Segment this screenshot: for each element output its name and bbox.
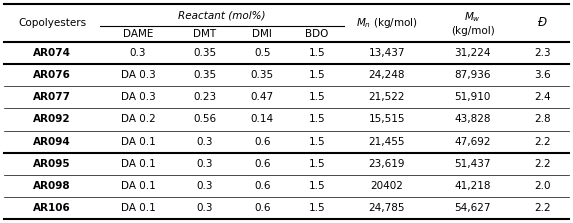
Text: 21,455: 21,455 — [368, 136, 405, 147]
Text: 0.6: 0.6 — [254, 203, 270, 213]
Text: AR106: AR106 — [33, 203, 71, 213]
Text: 1.5: 1.5 — [309, 92, 325, 102]
Text: BDO: BDO — [305, 29, 329, 39]
Text: 2.2: 2.2 — [534, 159, 551, 169]
Text: 15,515: 15,515 — [368, 114, 405, 124]
Text: 0.47: 0.47 — [251, 92, 274, 102]
Text: 2.2: 2.2 — [534, 203, 551, 213]
Text: AR074: AR074 — [33, 48, 71, 58]
Text: DA 0.1: DA 0.1 — [121, 159, 155, 169]
Text: $\it{M_w}$
(kg/mol): $\it{M_w}$ (kg/mol) — [450, 10, 494, 36]
Text: AR076: AR076 — [33, 70, 71, 80]
Text: 0.56: 0.56 — [194, 114, 217, 124]
Text: 54,627: 54,627 — [454, 203, 490, 213]
Text: Reactant (mol%): Reactant (mol%) — [178, 10, 266, 20]
Text: DA 0.3: DA 0.3 — [121, 70, 155, 80]
Text: 47,692: 47,692 — [454, 136, 490, 147]
Text: 0.3: 0.3 — [197, 181, 213, 191]
Text: 0.6: 0.6 — [254, 136, 270, 147]
Text: 1.5: 1.5 — [309, 181, 325, 191]
Text: AR094: AR094 — [33, 136, 71, 147]
Text: AR098: AR098 — [33, 181, 71, 191]
Text: DA 0.1: DA 0.1 — [121, 181, 155, 191]
Text: 23,619: 23,619 — [368, 159, 405, 169]
Text: 1.5: 1.5 — [309, 159, 325, 169]
Text: 13,437: 13,437 — [368, 48, 405, 58]
Text: DA 0.2: DA 0.2 — [121, 114, 155, 124]
Text: 0.6: 0.6 — [254, 181, 270, 191]
Text: 2.2: 2.2 — [534, 136, 551, 147]
Text: DAME: DAME — [123, 29, 153, 39]
Text: DA 0.3: DA 0.3 — [121, 92, 155, 102]
Text: AR095: AR095 — [33, 159, 71, 169]
Text: 43,828: 43,828 — [454, 114, 490, 124]
Text: 0.3: 0.3 — [197, 136, 213, 147]
Text: 1.5: 1.5 — [309, 48, 325, 58]
Text: AR092: AR092 — [33, 114, 71, 124]
Text: 2.3: 2.3 — [534, 48, 551, 58]
Text: 1.5: 1.5 — [309, 114, 325, 124]
Text: 1.5: 1.5 — [309, 70, 325, 80]
Text: 0.5: 0.5 — [254, 48, 270, 58]
Text: 1.5: 1.5 — [309, 136, 325, 147]
Text: Copolyesters: Copolyesters — [18, 18, 87, 28]
Text: 51,910: 51,910 — [454, 92, 490, 102]
Text: 0.14: 0.14 — [251, 114, 274, 124]
Text: AR077: AR077 — [33, 92, 71, 102]
Text: 87,936: 87,936 — [454, 70, 490, 80]
Text: 0.35: 0.35 — [194, 48, 217, 58]
Text: 41,218: 41,218 — [454, 181, 490, 191]
Text: 51,437: 51,437 — [454, 159, 490, 169]
Text: DMT: DMT — [194, 29, 217, 39]
Text: 1.5: 1.5 — [309, 203, 325, 213]
Text: 0.35: 0.35 — [194, 70, 217, 80]
Text: DMI: DMI — [253, 29, 272, 39]
Text: 0.23: 0.23 — [194, 92, 217, 102]
Text: 2.4: 2.4 — [534, 92, 551, 102]
Text: 24,248: 24,248 — [368, 70, 405, 80]
Text: 3.6: 3.6 — [534, 70, 551, 80]
Text: $\it{M_n}$ (kg/mol): $\it{M_n}$ (kg/mol) — [356, 16, 418, 30]
Text: 0.35: 0.35 — [251, 70, 274, 80]
Text: 0.3: 0.3 — [197, 159, 213, 169]
Text: 20402: 20402 — [370, 181, 403, 191]
Text: 0.3: 0.3 — [197, 203, 213, 213]
Text: 0.6: 0.6 — [254, 159, 270, 169]
Text: 2.8: 2.8 — [534, 114, 551, 124]
Text: 21,522: 21,522 — [368, 92, 405, 102]
Text: DA 0.1: DA 0.1 — [121, 203, 155, 213]
Text: 31,224: 31,224 — [454, 48, 490, 58]
Text: 2.0: 2.0 — [534, 181, 551, 191]
Text: $\it{Đ}$: $\it{Đ}$ — [537, 17, 547, 29]
Text: 24,785: 24,785 — [368, 203, 405, 213]
Text: DA 0.1: DA 0.1 — [121, 136, 155, 147]
Text: 0.3: 0.3 — [129, 48, 146, 58]
